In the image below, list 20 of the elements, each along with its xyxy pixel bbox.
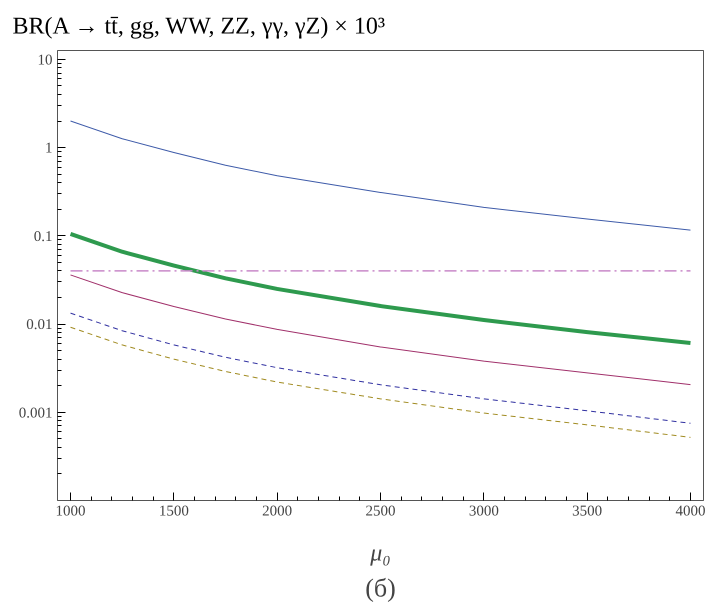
line-series: [68, 232, 692, 345]
text: (б): [365, 574, 396, 602]
y-tick-label: 0.1: [34, 228, 52, 245]
y-tick-label: 10: [38, 52, 52, 68]
chart-title: BR(A → tt̄, gg, WW, ZZ, γγ, γZ) × 10³: [12, 14, 386, 40]
x-tick-label: 4000: [675, 504, 706, 520]
y-tick-label: 0.01: [26, 317, 52, 334]
line-series: [70, 312, 691, 424]
line-series: [70, 120, 691, 231]
y-tick-label: 0.001: [18, 405, 52, 422]
x-tick-label: 1500: [158, 504, 189, 520]
x-axis-title: μ₀: [369, 540, 391, 566]
line-series: [70, 274, 691, 386]
x-tick-label: 2500: [366, 504, 396, 520]
x-tick-label: 1000: [56, 504, 86, 520]
x-tick-label: 2000: [262, 504, 292, 520]
line-series: [70, 326, 691, 438]
y-tick-label: 1: [45, 140, 52, 157]
x-tick-label: 3500: [572, 504, 602, 520]
x-tick-label: 3000: [468, 504, 499, 520]
